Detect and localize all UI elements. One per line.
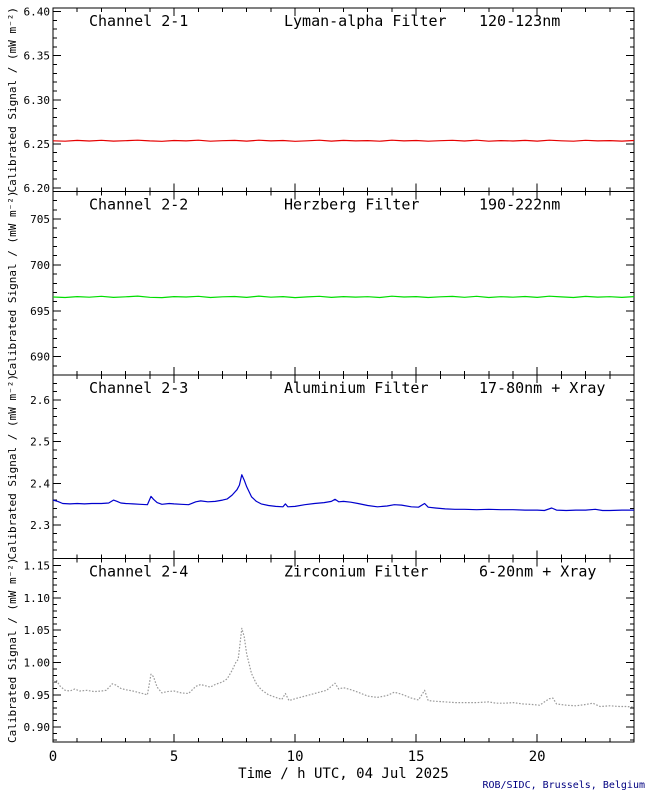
y-tick-label: 6.40 <box>24 6 51 19</box>
band-label: 190-222nm <box>479 196 560 214</box>
y-tick-label: 700 <box>30 259 50 272</box>
series-channel-2-2 <box>53 295 634 299</box>
series-channel-2-4 <box>53 627 634 708</box>
panel-frame <box>52 374 635 559</box>
y-tick-label: 1.00 <box>24 657 51 670</box>
y-tick-label: 690 <box>30 351 50 364</box>
y-tick-label: 1.05 <box>24 624 51 637</box>
panel-frame <box>52 191 635 376</box>
credit-text: ROB/SIDC, Brussels, Belgium <box>482 780 645 791</box>
y-tick-label: 6.20 <box>24 182 51 195</box>
y-tick-label: 695 <box>30 305 50 318</box>
y-tick-label: 2.4 <box>30 477 50 490</box>
y-tick-label: 0.90 <box>24 721 51 734</box>
y-tick-label: 1.15 <box>24 560 51 573</box>
y-axis-title: Calibrated Signal / (mW m⁻²) <box>6 191 19 376</box>
axis-ticks <box>53 375 634 559</box>
y-axis-title: Calibrated Signal / (mW m⁻²) <box>6 7 19 192</box>
x-tick-label: 0 <box>49 749 57 765</box>
x-tick-label: 15 <box>408 749 425 765</box>
x-tick-label: 10 <box>287 749 304 765</box>
panel-channel-2-3: 2.3 2.4 2.5 2.6 Channel 2-3 Aluminium Filter 1… <box>6 374 635 559</box>
panel-frame <box>52 558 635 743</box>
y-tick-label: 6.30 <box>24 94 51 107</box>
channel-label: Channel 2-3 <box>89 379 188 397</box>
y-tick-label: 2.5 <box>30 436 50 449</box>
y-axis-title: Calibrated Signal / (mW m⁻²) <box>6 374 19 559</box>
series-channel-2-1 <box>53 139 634 142</box>
y-tick-label: 0.95 <box>24 689 51 702</box>
series-channel-2-3 <box>53 474 634 512</box>
x-tick-label: 5 <box>170 749 178 765</box>
y-tick-label: 6.35 <box>24 50 51 63</box>
x-tick-label: 20 <box>529 749 546 765</box>
band-label: 17-80nm + Xray <box>479 379 605 397</box>
y-tick-label: 6.25 <box>24 138 51 151</box>
band-label: 6-20nm + Xray <box>479 563 596 581</box>
channel-label: Channel 2-1 <box>89 12 188 30</box>
filter-label: Aluminium Filter <box>284 379 429 397</box>
panel-channel-2-4: 0.90 0.95 1.00 1.05 1.10 1.15 Channel 2-4 Zirco… <box>6 558 635 743</box>
filter-label: Zirconium Filter <box>284 563 429 581</box>
y-tick-label: 1.10 <box>24 592 51 605</box>
panel-channel-2-2: 690 695 700 705 Channel 2-2 Herzberg Filter 19… <box>6 191 635 376</box>
panel-channel-2-1: 6.20 6.25 6.30 6.35 6.40 Channel 2-1 Lyman-alp… <box>6 6 635 195</box>
y-tick-label: 2.3 <box>30 519 50 532</box>
filter-label: Herzberg Filter <box>284 196 419 214</box>
axis-ticks <box>53 8 634 192</box>
channel-label: Channel 2-2 <box>89 196 188 214</box>
y-axis-title: Calibrated Signal / (mW m⁻²) <box>6 558 19 743</box>
axis-ticks <box>53 558 634 742</box>
y-tick-label: 705 <box>30 213 50 226</box>
panel-frame <box>52 7 635 192</box>
band-label: 120-123nm <box>479 12 560 30</box>
axis-ticks <box>53 191 634 375</box>
x-axis-title: Time / h UTC, 04 Jul 2025 <box>238 766 449 782</box>
filter-label: Lyman-alpha Filter <box>284 12 447 30</box>
y-tick-label: 2.6 <box>30 394 50 407</box>
channel-label: Channel 2-4 <box>89 563 188 581</box>
